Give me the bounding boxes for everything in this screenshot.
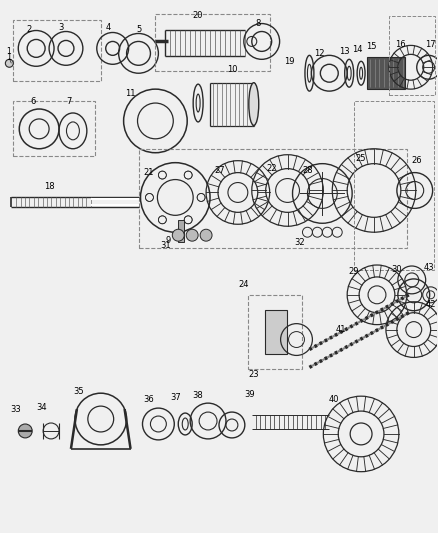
Bar bbox=[155, 14, 270, 71]
Text: 1: 1 bbox=[6, 53, 11, 62]
Text: 2: 2 bbox=[27, 25, 32, 34]
Text: 30: 30 bbox=[392, 265, 402, 274]
Text: 37: 37 bbox=[170, 393, 180, 402]
Text: 5: 5 bbox=[136, 25, 141, 34]
Bar bbox=[13, 101, 95, 156]
Text: 33: 33 bbox=[10, 405, 21, 414]
Text: 11: 11 bbox=[125, 88, 136, 98]
Text: 32: 32 bbox=[294, 238, 305, 247]
Text: 18: 18 bbox=[44, 182, 54, 191]
Text: 3: 3 bbox=[58, 23, 64, 32]
Text: 1: 1 bbox=[6, 47, 11, 56]
Text: 34: 34 bbox=[36, 402, 46, 411]
Bar bbox=[354, 101, 434, 270]
Text: 27: 27 bbox=[215, 166, 225, 175]
Text: 19: 19 bbox=[284, 57, 295, 66]
Text: 16: 16 bbox=[396, 40, 406, 49]
Text: 9: 9 bbox=[166, 236, 171, 245]
Text: 41: 41 bbox=[336, 325, 346, 334]
Text: 26: 26 bbox=[411, 156, 422, 165]
Bar bbox=[367, 58, 405, 89]
Bar bbox=[138, 149, 407, 248]
Text: 21: 21 bbox=[143, 168, 154, 177]
Bar bbox=[389, 15, 434, 95]
Bar bbox=[178, 220, 184, 242]
Circle shape bbox=[186, 229, 198, 241]
Text: 6: 6 bbox=[31, 96, 36, 106]
Text: 17: 17 bbox=[425, 40, 436, 49]
Text: 31: 31 bbox=[160, 240, 171, 249]
Text: 42: 42 bbox=[425, 300, 436, 309]
Circle shape bbox=[18, 424, 32, 438]
Text: 10: 10 bbox=[227, 64, 237, 74]
Text: 12: 12 bbox=[314, 49, 325, 58]
Text: 36: 36 bbox=[143, 394, 154, 403]
Text: 25: 25 bbox=[356, 154, 366, 163]
Text: 29: 29 bbox=[348, 268, 358, 277]
Text: 14: 14 bbox=[352, 45, 362, 54]
Text: 15: 15 bbox=[366, 42, 376, 51]
Text: 43: 43 bbox=[424, 263, 434, 272]
Text: 8: 8 bbox=[255, 19, 261, 28]
Text: 4: 4 bbox=[106, 23, 111, 32]
Circle shape bbox=[200, 229, 212, 241]
Text: 23: 23 bbox=[248, 370, 259, 379]
Text: 20: 20 bbox=[193, 11, 203, 20]
Text: 39: 39 bbox=[244, 390, 255, 399]
Text: 13: 13 bbox=[339, 47, 350, 56]
Bar bbox=[13, 20, 101, 81]
Text: 28: 28 bbox=[302, 166, 313, 175]
Text: 7: 7 bbox=[66, 96, 72, 106]
Text: 22: 22 bbox=[266, 164, 277, 173]
Circle shape bbox=[5, 59, 13, 67]
Text: 40: 40 bbox=[329, 394, 339, 403]
Bar bbox=[265, 310, 286, 354]
Ellipse shape bbox=[249, 83, 259, 125]
Bar bbox=[248, 295, 303, 369]
Circle shape bbox=[172, 229, 184, 241]
Text: 35: 35 bbox=[74, 387, 84, 395]
Text: 38: 38 bbox=[193, 391, 204, 400]
Text: 24: 24 bbox=[239, 280, 249, 289]
